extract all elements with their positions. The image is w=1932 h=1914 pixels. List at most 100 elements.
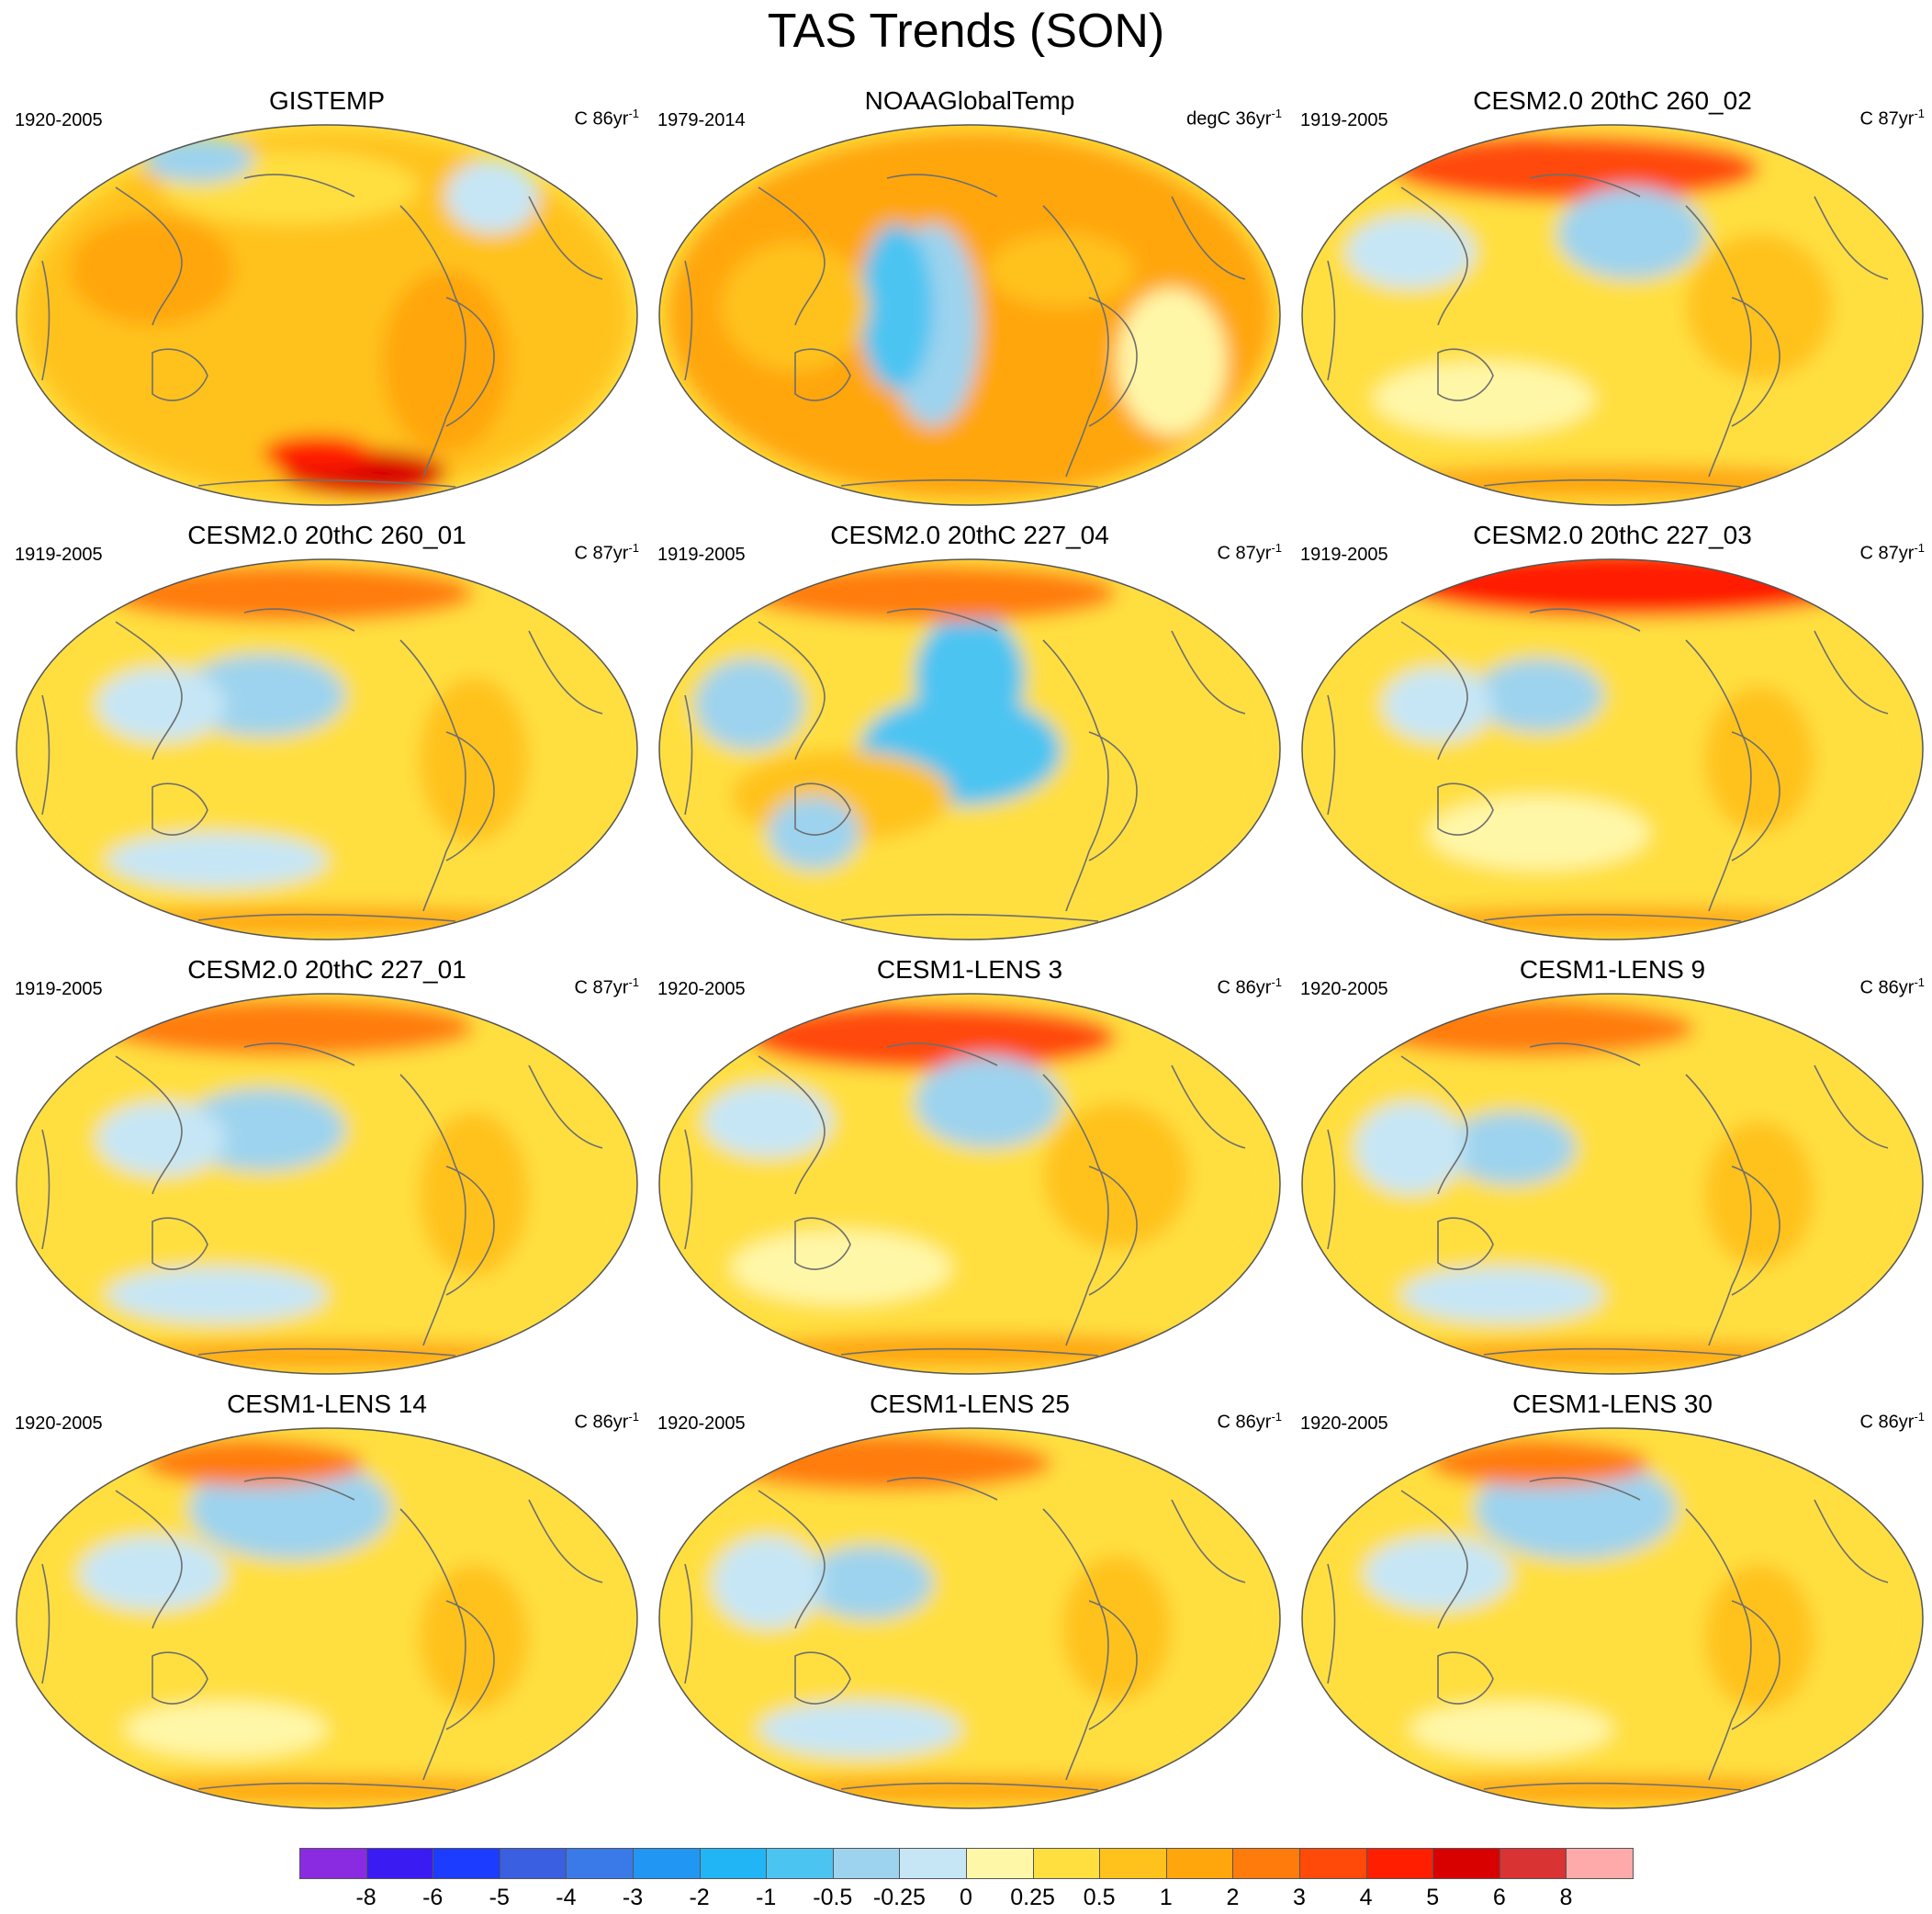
trend-region xyxy=(446,160,538,233)
coastline-segment xyxy=(1529,1477,1641,1501)
trend-region xyxy=(1374,362,1594,435)
period-label: 1920-2005 xyxy=(657,1413,746,1434)
colorbar-swatch xyxy=(365,1848,434,1879)
trend-region xyxy=(263,435,373,472)
units-exponent: -1 xyxy=(1271,107,1282,120)
coastlines xyxy=(684,174,1246,488)
units-exponent: -1 xyxy=(1914,975,1925,989)
colorbar-swatch xyxy=(1165,1848,1234,1879)
coastlines xyxy=(1327,608,1889,922)
colorbar: -8 -6 -5 -4 -3 -2 -1 -0.5 -0.25 0 0.25 0.5 1 2 3 4 5 6 8 xyxy=(299,1848,1634,1910)
coastline-segment xyxy=(1731,731,1780,861)
coastline-segment xyxy=(684,1129,693,1250)
trend-region xyxy=(1447,1111,1576,1185)
colorbar-tick-label: -0.25 xyxy=(872,1885,926,1910)
period-label: 1919-2005 xyxy=(1300,545,1388,565)
coastlines xyxy=(1327,174,1889,488)
coastline-segment xyxy=(758,621,826,760)
map-outline xyxy=(16,124,638,506)
trend-region xyxy=(749,567,1117,622)
colorbar-swatch xyxy=(766,1848,834,1879)
coastline-segment xyxy=(152,782,208,836)
coastline-segment xyxy=(1042,639,1109,912)
units-label: C 86yr-1 xyxy=(1218,1410,1282,1434)
coastline-segment xyxy=(1171,196,1246,280)
trend-region xyxy=(107,1001,474,1056)
colorbar-tick-label: 5 xyxy=(1426,1885,1440,1910)
trend-region xyxy=(713,1537,823,1628)
coastlines xyxy=(41,174,603,488)
trend-region xyxy=(97,1775,556,1803)
trend-region xyxy=(758,1702,960,1757)
coastline-segment xyxy=(115,186,183,326)
coastline-segment xyxy=(1327,1129,1336,1250)
coastline-segment xyxy=(1483,478,1742,488)
map-panel: CESM1-LENS 14 1920-2005 C 86yr-1 xyxy=(6,1386,648,1818)
trend-region xyxy=(1043,1102,1190,1249)
coastline-segment xyxy=(197,913,456,922)
trend-region xyxy=(1475,659,1603,732)
coastlines xyxy=(41,1477,603,1791)
colorbar-swatch xyxy=(899,1848,967,1879)
map-panel: CESM1-LENS 3 1920-2005 C 86yr-1 xyxy=(648,951,1291,1383)
map-panel: CESM1-LENS 9 1920-2005 C 86yr-1 xyxy=(1291,951,1932,1383)
trend-region xyxy=(1410,1702,1612,1757)
trend-region xyxy=(740,1334,1199,1367)
trend-region xyxy=(722,1436,1052,1491)
coastline-segment xyxy=(684,694,693,816)
trend-region xyxy=(1686,233,1833,380)
trend-region xyxy=(915,613,1025,741)
map-outline xyxy=(658,1427,1281,1809)
coastline-segment xyxy=(794,782,851,836)
units-exponent: -1 xyxy=(1271,975,1282,989)
robinson-map xyxy=(16,124,638,506)
coastline-segment xyxy=(243,1042,355,1066)
colorbar-swatch xyxy=(966,1848,1034,1879)
coastline-segment xyxy=(243,174,355,197)
robinson-map xyxy=(16,1427,638,1809)
trend-region xyxy=(823,137,1098,183)
period-label: 1919-2005 xyxy=(15,979,103,999)
coastline-segment xyxy=(684,260,693,381)
coastline-segment xyxy=(445,297,495,427)
coastline-segment xyxy=(1731,1165,1780,1296)
colorbar-tick-label: -4 xyxy=(556,1885,577,1910)
coastline-segment xyxy=(1483,1347,1742,1357)
units-text: C 87yr xyxy=(1859,108,1915,129)
trend-region xyxy=(703,1084,832,1157)
coastline-segment xyxy=(1042,205,1109,478)
units-label: C 87yr-1 xyxy=(1860,107,1925,130)
map-outline xyxy=(1301,124,1924,506)
coastline-segment xyxy=(886,1477,998,1501)
coastlines xyxy=(1327,1477,1889,1791)
trend-region xyxy=(749,1006,1117,1070)
trend-region xyxy=(1704,686,1814,833)
coastline-segment xyxy=(886,1042,998,1066)
map-panel: CESM2.0 20thC 227_03 1919-2005 C 87yr-1 xyxy=(1291,517,1932,949)
coastline-segment xyxy=(840,1347,1099,1357)
colorbar-tick-label: 0 xyxy=(960,1885,972,1910)
map-panel: CESM2.0 20thC 260_01 1919-2005 C 87yr-1 xyxy=(6,517,648,949)
trend-region xyxy=(97,906,556,934)
coastline-segment xyxy=(1685,1074,1752,1346)
coastlines xyxy=(684,1042,1246,1357)
robinson-map xyxy=(658,558,1281,940)
units-exponent: -1 xyxy=(1914,1410,1925,1424)
period-label: 1919-2005 xyxy=(1300,110,1388,130)
coastline-segment xyxy=(41,1563,51,1684)
trend-region xyxy=(1309,566,1915,933)
coastline-segment xyxy=(41,1129,51,1250)
coastline-segment xyxy=(528,1064,603,1149)
coastline-segment xyxy=(1327,260,1336,381)
colorbar-tick-label: -5 xyxy=(489,1885,510,1910)
trend-region xyxy=(143,137,253,183)
trend-region xyxy=(1383,1775,1842,1803)
map-outline xyxy=(16,993,638,1375)
colorbar-swatch xyxy=(1299,1848,1367,1879)
period-label: 1979-2014 xyxy=(657,110,746,130)
trend-region xyxy=(419,1111,529,1277)
panel-title: CESM1-LENS 9 xyxy=(1519,955,1706,984)
trend-region xyxy=(731,1231,951,1304)
period-label: 1920-2005 xyxy=(1300,1413,1388,1434)
trend-region xyxy=(1557,187,1704,279)
